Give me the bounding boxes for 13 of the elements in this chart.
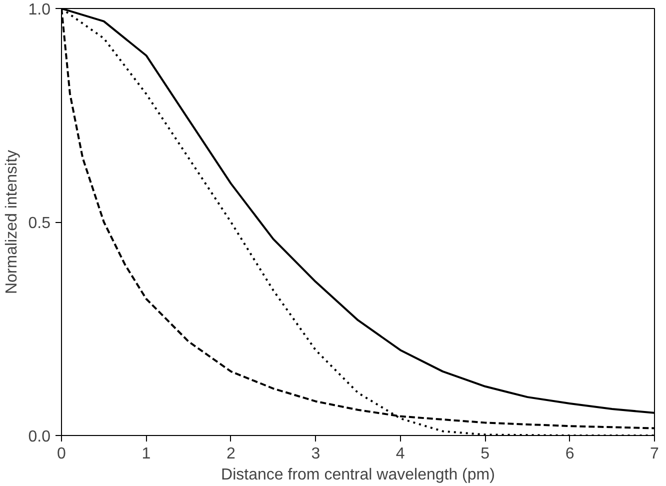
x-tick-label: 5	[480, 446, 490, 462]
y-axis-title: Normalized intensity	[3, 150, 20, 294]
x-axis-title: Distance from central wavelength (pm)	[221, 466, 495, 484]
x-tick-label: 2	[226, 446, 236, 462]
y-tick-label: 1.0	[28, 2, 51, 18]
x-tick-label: 0	[57, 446, 66, 462]
x-tick-label: 1	[142, 446, 151, 462]
y-tick-label: 0.5	[28, 215, 51, 232]
x-tick-label: 4	[396, 446, 405, 462]
x-tick-label: 6	[565, 446, 574, 462]
x-tick-label: 7	[650, 446, 660, 462]
x-tick-label: 3	[311, 446, 320, 462]
y-tick-label: 0.0	[28, 428, 51, 446]
